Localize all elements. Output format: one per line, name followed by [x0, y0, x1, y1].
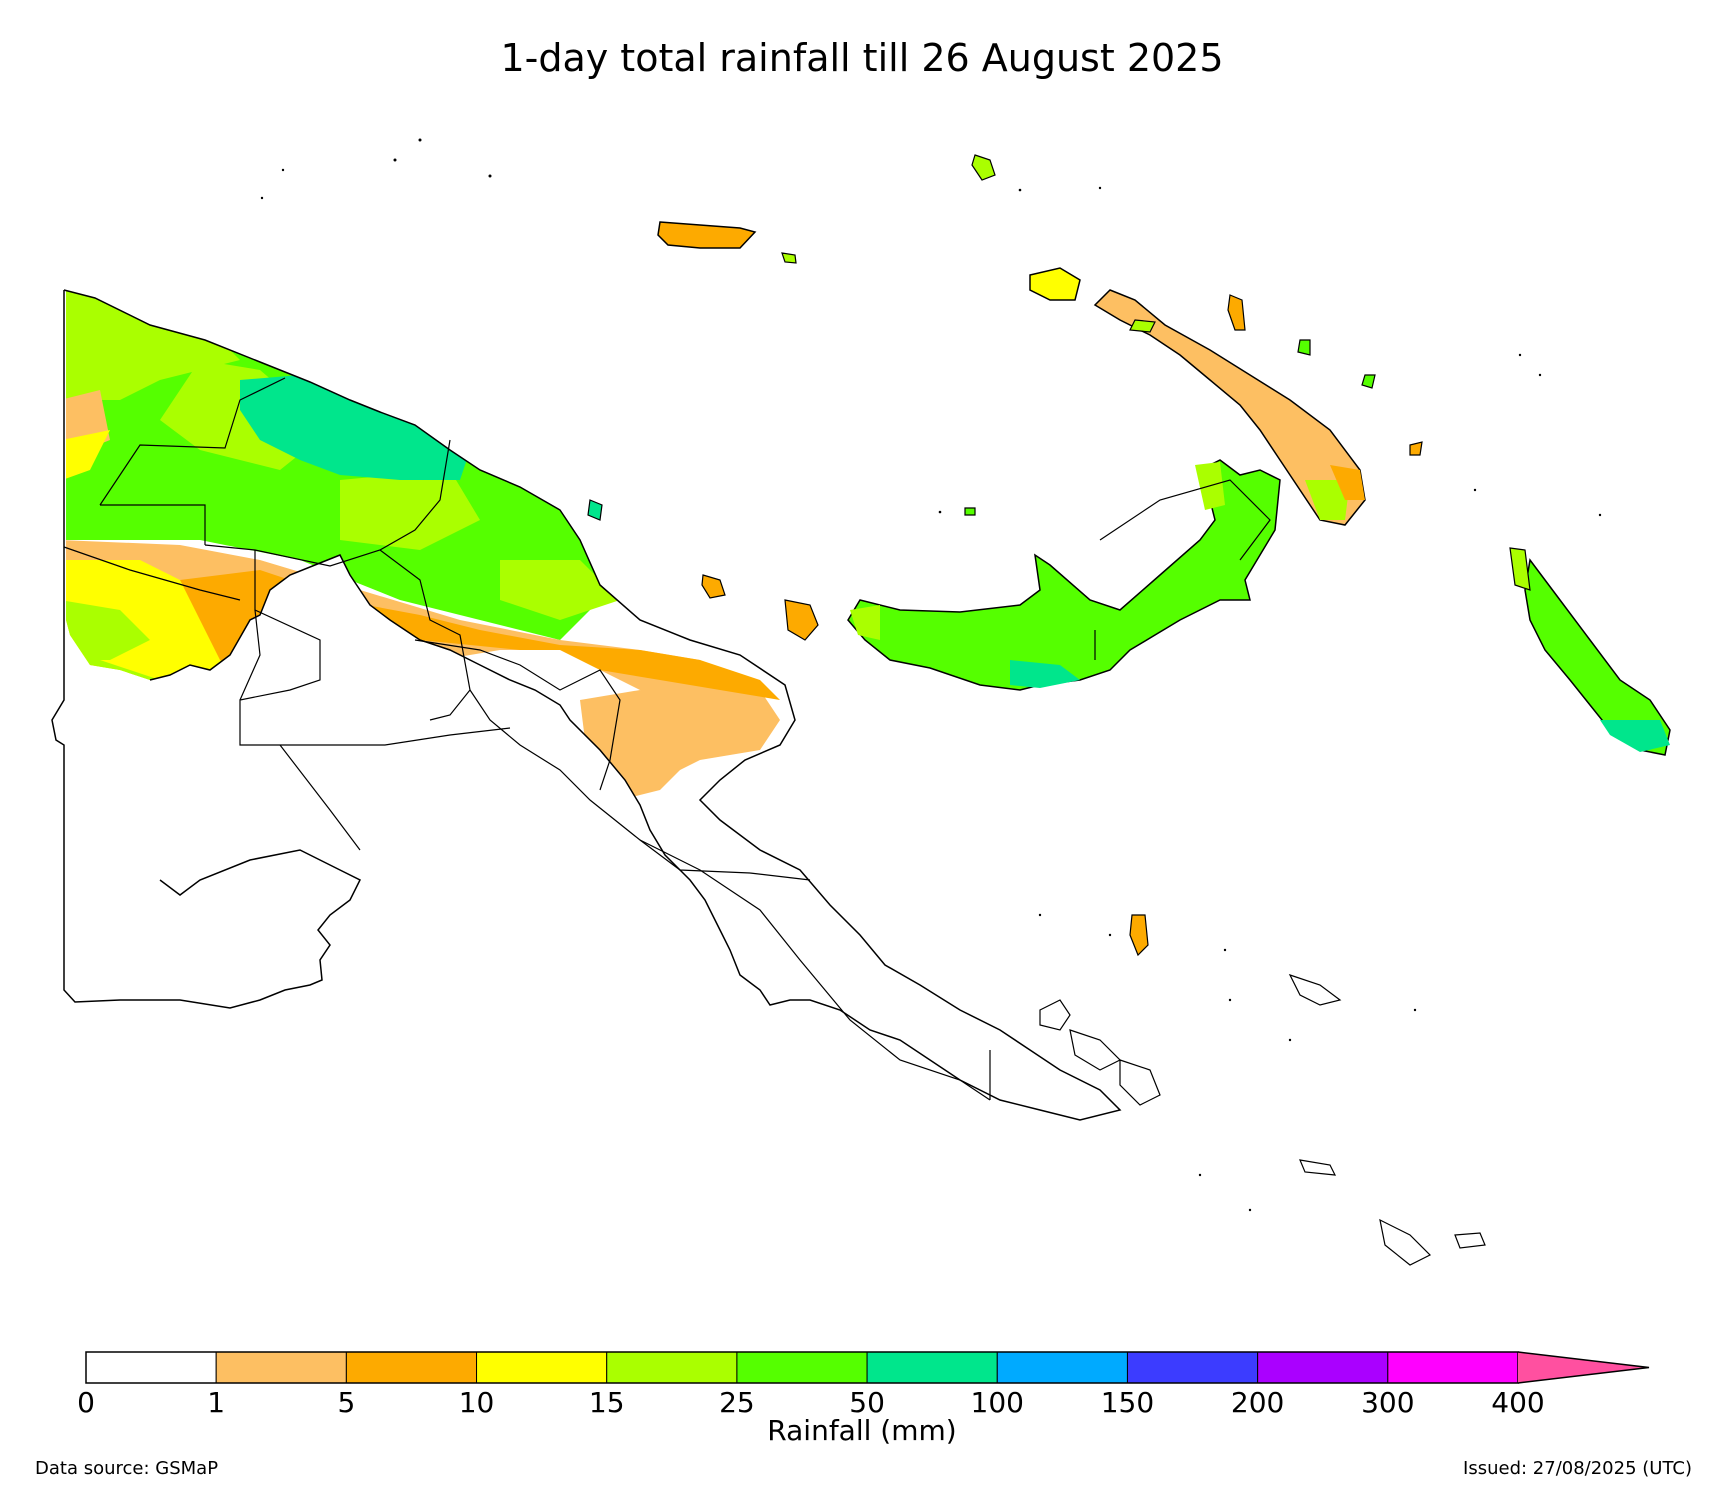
new-ireland-island: [1093, 289, 1366, 526]
colorbar-segment: [866, 1351, 998, 1384]
colorbar-tick-label: 50: [849, 1386, 885, 1419]
manus-island: [657, 221, 757, 249]
tiny-islets: [260, 138, 1602, 1212]
colorbar-tick-label: 5: [337, 1386, 356, 1419]
colorbar-tick-label: 200: [1230, 1386, 1285, 1419]
issued-date-note: Issued: 27/08/2025 (UTC): [1463, 1458, 1692, 1479]
province-boundaries: [63, 377, 991, 1101]
colorbar-segment: [1126, 1351, 1259, 1384]
colorbar-segment: [996, 1351, 1128, 1384]
colorbar-segment: [1257, 1351, 1389, 1384]
small-islands: [587, 154, 1423, 1006]
colorbar-tick-label: 0: [77, 1386, 95, 1419]
colorbar-segment: [476, 1351, 608, 1384]
colorbar-segment: [606, 1351, 738, 1384]
new-hanover-island: [1029, 267, 1081, 301]
colorbar-tick-label: 300: [1361, 1386, 1415, 1419]
colorbar-tick-label: 1: [207, 1386, 226, 1419]
western-border-coast: [51, 290, 362, 1009]
colorbar-tick-label: 400: [1491, 1386, 1545, 1419]
milne-bay-islands: [1039, 999, 1486, 1266]
bougainville-island: [1509, 547, 1671, 756]
colorbar-tick-label: 100: [970, 1386, 1024, 1419]
colorbar-tick-label: 150: [1100, 1386, 1155, 1419]
colorbar-tick-label: 25: [719, 1386, 755, 1419]
new-britain-island: [847, 459, 1281, 691]
colorbar-segment: [1387, 1351, 1519, 1384]
map-title: 1-day total rainfall till 26 August 2025: [500, 36, 1224, 80]
colorbar-segment: [215, 1351, 347, 1384]
colorbar-segments: [85, 1351, 1519, 1384]
colorbar-label: Rainfall (mm): [767, 1414, 957, 1447]
colorbar-segment: [85, 1351, 217, 1384]
colorbar-segment: [736, 1351, 868, 1384]
data-source-note: Data source: GSMaP: [35, 1458, 219, 1479]
colorbar-tick-label: 10: [458, 1386, 495, 1419]
colorbar-segment: [345, 1351, 478, 1384]
colorbar-tick-label: 15: [588, 1386, 625, 1419]
colorbar-extend-arrow: [1517, 1351, 1650, 1384]
